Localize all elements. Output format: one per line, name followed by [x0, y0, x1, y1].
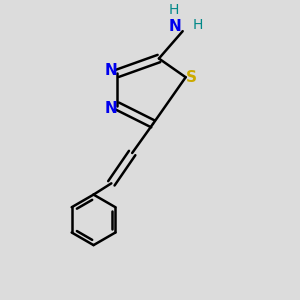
Text: S: S [186, 70, 197, 85]
Text: H: H [169, 3, 179, 17]
Text: H: H [192, 18, 203, 32]
Text: N: N [169, 19, 182, 34]
Text: N: N [105, 101, 118, 116]
Text: N: N [105, 64, 118, 79]
